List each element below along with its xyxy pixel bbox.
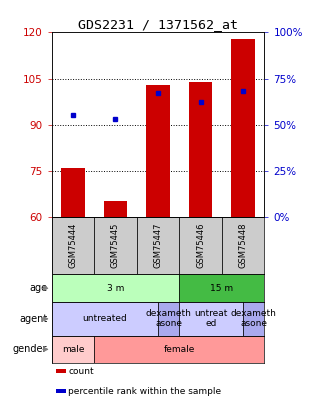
Text: 15 m: 15 m	[210, 284, 233, 293]
Text: GSM75444: GSM75444	[69, 223, 77, 269]
Text: dexameth
asone: dexameth asone	[231, 309, 277, 328]
Bar	[52, 335, 94, 363]
Bar	[179, 217, 222, 275]
Bar	[179, 275, 264, 302]
Bar	[158, 302, 179, 335]
Text: untreat
ed: untreat ed	[195, 309, 228, 328]
Text: male: male	[62, 345, 84, 354]
Bar	[56, 369, 66, 373]
Text: GSM75447: GSM75447	[154, 223, 162, 269]
Bar	[52, 275, 179, 302]
Text: female: female	[164, 345, 195, 354]
Bar	[52, 302, 158, 335]
Text: gender: gender	[13, 344, 47, 354]
Bar	[189, 81, 212, 217]
Text: untreated: untreated	[83, 314, 127, 323]
Bar	[104, 201, 127, 217]
Bar	[232, 38, 255, 217]
Bar	[146, 85, 170, 217]
Bar	[222, 217, 264, 275]
Bar	[94, 217, 137, 275]
Text: percentile rank within the sample: percentile rank within the sample	[68, 386, 222, 396]
Text: 3 m: 3 m	[107, 284, 124, 293]
Bar	[137, 217, 179, 275]
Text: age: age	[29, 283, 47, 293]
Text: agent: agent	[19, 314, 47, 324]
Bar	[56, 390, 66, 393]
Text: count: count	[68, 367, 94, 375]
Text: GSM75448: GSM75448	[239, 223, 248, 269]
Bar	[179, 302, 243, 335]
Bar	[52, 217, 94, 275]
Bar	[243, 302, 264, 335]
Text: GSM75445: GSM75445	[111, 223, 120, 269]
Title: GDS2231 / 1371562_at: GDS2231 / 1371562_at	[78, 18, 238, 31]
Text: dexameth
asone: dexameth asone	[146, 309, 192, 328]
Bar	[61, 168, 85, 217]
Text: GSM75446: GSM75446	[196, 223, 205, 269]
Bar	[94, 335, 264, 363]
